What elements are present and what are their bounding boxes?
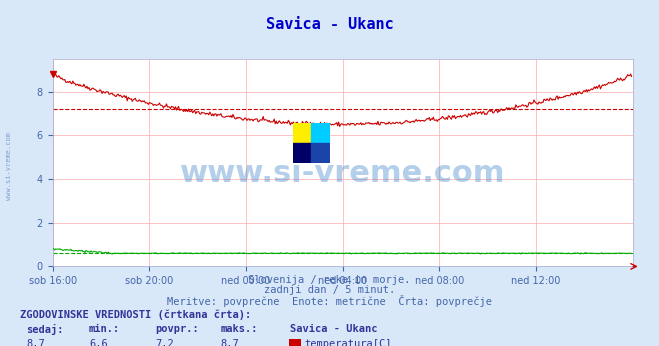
Bar [312,123,330,143]
Text: Slovenija / reke in morje.: Slovenija / reke in morje. [248,275,411,285]
Text: temperatura[C]: temperatura[C] [304,339,392,346]
Text: min.:: min.: [89,324,120,334]
Text: 7,2: 7,2 [155,339,173,346]
Text: Savica - Ukanc: Savica - Ukanc [266,17,393,32]
Bar [293,123,312,143]
Text: 6,6: 6,6 [89,339,107,346]
Text: 8,7: 8,7 [26,339,45,346]
Text: povpr.:: povpr.: [155,324,198,334]
Text: Savica - Ukanc: Savica - Ukanc [290,324,378,334]
Text: www.si-vreme.com: www.si-vreme.com [5,132,12,200]
Text: sedaj:: sedaj: [26,324,64,335]
Text: www.si-vreme.com: www.si-vreme.com [180,158,505,188]
Bar [312,143,330,163]
Text: ZGODOVINSKE VREDNOSTI (črtkana črta):: ZGODOVINSKE VREDNOSTI (črtkana črta): [20,310,251,320]
Text: maks.:: maks.: [221,324,258,334]
Bar [293,143,312,163]
Text: Meritve: povprečne  Enote: metrične  Črta: povprečje: Meritve: povprečne Enote: metrične Črta:… [167,295,492,307]
Text: zadnji dan / 5 minut.: zadnji dan / 5 minut. [264,285,395,295]
Text: 8,7: 8,7 [221,339,239,346]
